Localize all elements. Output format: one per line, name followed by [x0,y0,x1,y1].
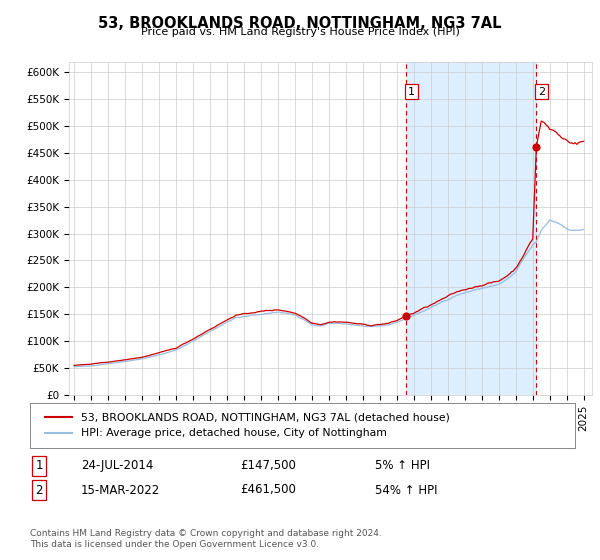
Text: 53, BROOKLANDS ROAD, NOTTINGHAM, NG3 7AL: 53, BROOKLANDS ROAD, NOTTINGHAM, NG3 7AL [98,16,502,31]
Text: 24-JUL-2014: 24-JUL-2014 [81,459,154,473]
Text: 54% ↑ HPI: 54% ↑ HPI [375,483,437,497]
Legend: 53, BROOKLANDS ROAD, NOTTINGHAM, NG3 7AL (detached house), HPI: Average price, d: 53, BROOKLANDS ROAD, NOTTINGHAM, NG3 7AL… [41,409,454,442]
Text: 2: 2 [35,483,43,497]
Point [401,311,411,320]
Text: 15-MAR-2022: 15-MAR-2022 [81,483,160,497]
Text: £461,500: £461,500 [240,483,296,497]
Text: Price paid vs. HM Land Registry's House Price Index (HPI): Price paid vs. HM Land Registry's House … [140,27,460,37]
Point [532,142,541,151]
Text: 1: 1 [35,459,43,473]
Text: 2: 2 [538,87,545,96]
Text: Contains HM Land Registry data © Crown copyright and database right 2024.
This d: Contains HM Land Registry data © Crown c… [30,529,382,549]
Text: 5% ↑ HPI: 5% ↑ HPI [375,459,430,473]
Bar [406,62,536,395]
Text: 1: 1 [408,87,415,96]
Text: £147,500: £147,500 [240,459,296,473]
